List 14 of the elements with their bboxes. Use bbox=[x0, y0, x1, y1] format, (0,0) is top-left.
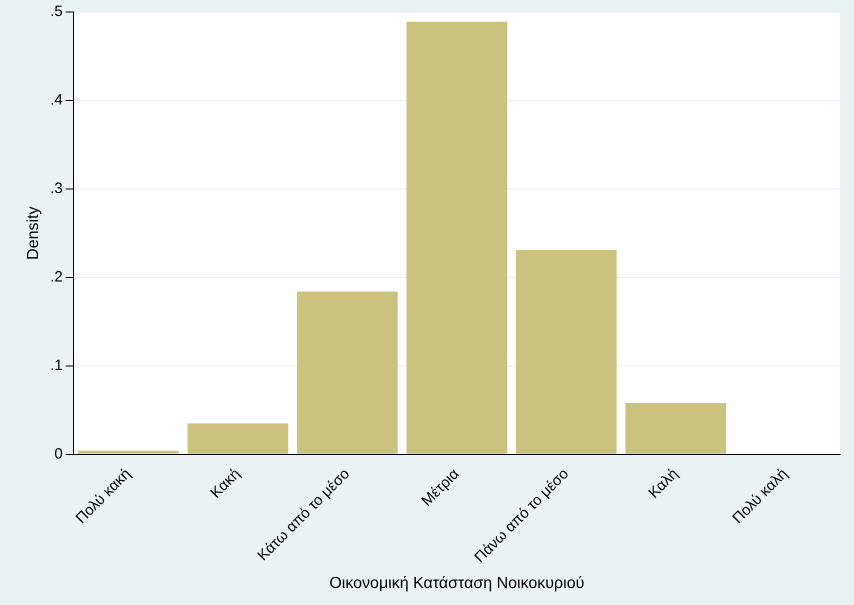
y-tick-label: .3 bbox=[50, 180, 63, 198]
bar bbox=[406, 22, 508, 454]
y-tick-label: .1 bbox=[50, 356, 63, 374]
bar bbox=[516, 250, 617, 454]
bar bbox=[188, 423, 288, 454]
bar bbox=[625, 402, 726, 454]
x-axis-title: Οικονομική Κατάσταση Νοικοκυριού bbox=[329, 574, 584, 592]
y-tick-label: .5 bbox=[50, 3, 63, 20]
y-tick-label: .4 bbox=[50, 92, 63, 109]
y-tick-label: .2 bbox=[50, 268, 63, 286]
bar bbox=[78, 450, 179, 454]
bar bbox=[297, 292, 398, 454]
y-tick-label: 0 bbox=[54, 445, 63, 462]
y-axis-title: Density bbox=[25, 206, 42, 260]
